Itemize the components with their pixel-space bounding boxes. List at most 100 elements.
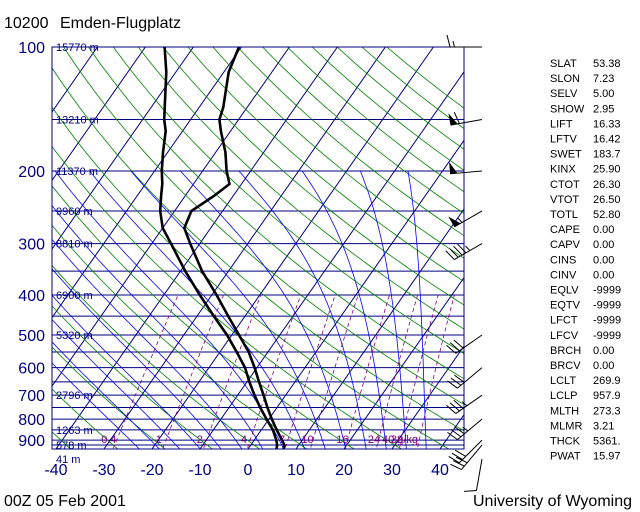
- moist-adiabat-line: [360, 170, 407, 449]
- index-name: MLMR: [550, 420, 582, 432]
- temperature-label: 10: [287, 462, 305, 479]
- dry-adiabat-line: [311, 47, 464, 171]
- isotherm-line: [52, 47, 146, 182]
- index-name: SHOW: [550, 103, 585, 115]
- index-value: 0.00: [593, 360, 614, 372]
- index-value: 7.23: [593, 73, 614, 85]
- temperature-label: -40: [44, 462, 67, 479]
- index-value: 0.00: [593, 269, 614, 281]
- mixing-ratio-line: [375, 294, 418, 449]
- index-name: EQLV: [550, 285, 579, 297]
- station-id: 10200: [4, 15, 49, 32]
- dry-adiabat-line: [52, 305, 214, 449]
- mixing-ratio-line: [112, 294, 179, 449]
- dry-adiabat-line: [52, 388, 119, 449]
- dry-adiabat-line: [137, 47, 464, 330]
- index-name: VTOT: [550, 194, 579, 206]
- wind-barb: [450, 444, 483, 471]
- height-label: 1263 m: [56, 425, 93, 437]
- height-label: 41 m: [56, 454, 80, 466]
- dry-adiabat-line: [237, 47, 464, 237]
- isotherm-line: [52, 47, 290, 388]
- dry-adiabat-line: [63, 47, 464, 405]
- pressure-label: 600: [18, 361, 45, 378]
- index-value: 3.21: [593, 420, 614, 432]
- index-name: CINS: [550, 254, 576, 266]
- dry-adiabat-line: [52, 264, 261, 449]
- isotherm-line: [52, 47, 194, 250]
- pressure-label: 400: [18, 288, 45, 305]
- wind-barb: [449, 161, 483, 175]
- mixing-ratio-line: [344, 294, 390, 449]
- index-name: CINV: [550, 269, 577, 281]
- dry-adiabat-line: [112, 47, 464, 355]
- dry-adiabat-line: [52, 224, 308, 449]
- index-value: 16.33: [593, 118, 621, 130]
- temperature-label: 0: [244, 462, 253, 479]
- moist-adiabat-line: [52, 268, 222, 449]
- wind-barbs: [445, 34, 483, 492]
- moist-adiabat-line: [407, 170, 427, 449]
- index-value: 269.9: [593, 375, 621, 387]
- index-value: 0.00: [593, 239, 614, 251]
- index-value: 273.3: [593, 405, 621, 417]
- mixing-ratio-label: 7: [279, 434, 285, 446]
- height-label: 5320 m: [56, 330, 93, 342]
- plot-frame: [51, 46, 465, 450]
- isotherm-line: [52, 47, 242, 319]
- index-name: TOTL: [550, 209, 578, 221]
- height-label: 11370 m: [56, 166, 98, 178]
- isotherm-line: [52, 47, 98, 113]
- pressure-label: 700: [18, 388, 45, 405]
- index-name: LFTV: [550, 134, 578, 146]
- index-value: 183.7: [593, 149, 621, 161]
- mixing-ratio-label: 1: [156, 434, 162, 446]
- mixing-ratio-label: 2: [197, 434, 203, 446]
- wind-barb: [446, 334, 483, 354]
- index-value: 0.00: [593, 254, 614, 266]
- height-label: 13210 m: [56, 115, 99, 127]
- moist-adiabat-line: [52, 205, 264, 449]
- index-value: -9999: [593, 300, 621, 312]
- dry-adiabat-line: [52, 431, 72, 449]
- mixing-ratio-label: 10: [301, 434, 313, 446]
- isotherm-line: [295, 208, 464, 449]
- height-label: 15770 m: [56, 42, 99, 54]
- moist-adiabat-line: [180, 170, 347, 449]
- height-label: 2796 m: [56, 390, 93, 402]
- index-name: SLAT: [550, 58, 577, 70]
- index-value: 53.38: [593, 58, 621, 70]
- index-value: -9999: [593, 330, 621, 342]
- pressure-axis-labels: 100 200 300 400 500 600 700 800 900: [18, 40, 45, 450]
- mixing-ratio-line: [416, 294, 455, 449]
- index-value: 25.90: [593, 164, 621, 176]
- index-value: -9999: [593, 315, 621, 327]
- temperature-axis-labels: -40 -30 -20 -10 0 10 20 30 40: [44, 462, 449, 479]
- pressure-label: 800: [18, 412, 45, 429]
- temperature-label: -10: [188, 462, 211, 479]
- mixing-ratio-label: 4: [241, 434, 247, 446]
- dry-adiabat-line: [187, 47, 464, 282]
- dewpoint-profile-line: [158, 47, 279, 449]
- pressure-label: 900: [18, 433, 45, 450]
- isotherm-line: [247, 139, 464, 449]
- dry-adiabat-line: [162, 47, 464, 306]
- index-value: 0.00: [593, 345, 614, 357]
- isotherm-line: [151, 47, 434, 449]
- temperature-label: 30: [383, 462, 401, 479]
- moist-adiabat-line: [52, 318, 181, 449]
- pressure-label: 300: [18, 237, 45, 254]
- station-name: Emden-Flugplatz: [60, 15, 181, 32]
- index-name: PWAT: [550, 451, 581, 463]
- mixing-ratio-label: 24: [368, 434, 380, 446]
- temperature-label: -30: [92, 462, 115, 479]
- index-name: CTOT: [550, 179, 580, 191]
- dry-adiabat-line: [52, 106, 450, 449]
- moist-adiabat-line: [238, 170, 367, 449]
- index-name: BRCV: [550, 360, 581, 372]
- mixing-ratio-label: 32: [391, 434, 403, 446]
- height-label: 578 m: [56, 440, 87, 452]
- dry-adiabat-line: [52, 346, 166, 449]
- mixing-ratio-label: 40 g/kg: [382, 434, 418, 446]
